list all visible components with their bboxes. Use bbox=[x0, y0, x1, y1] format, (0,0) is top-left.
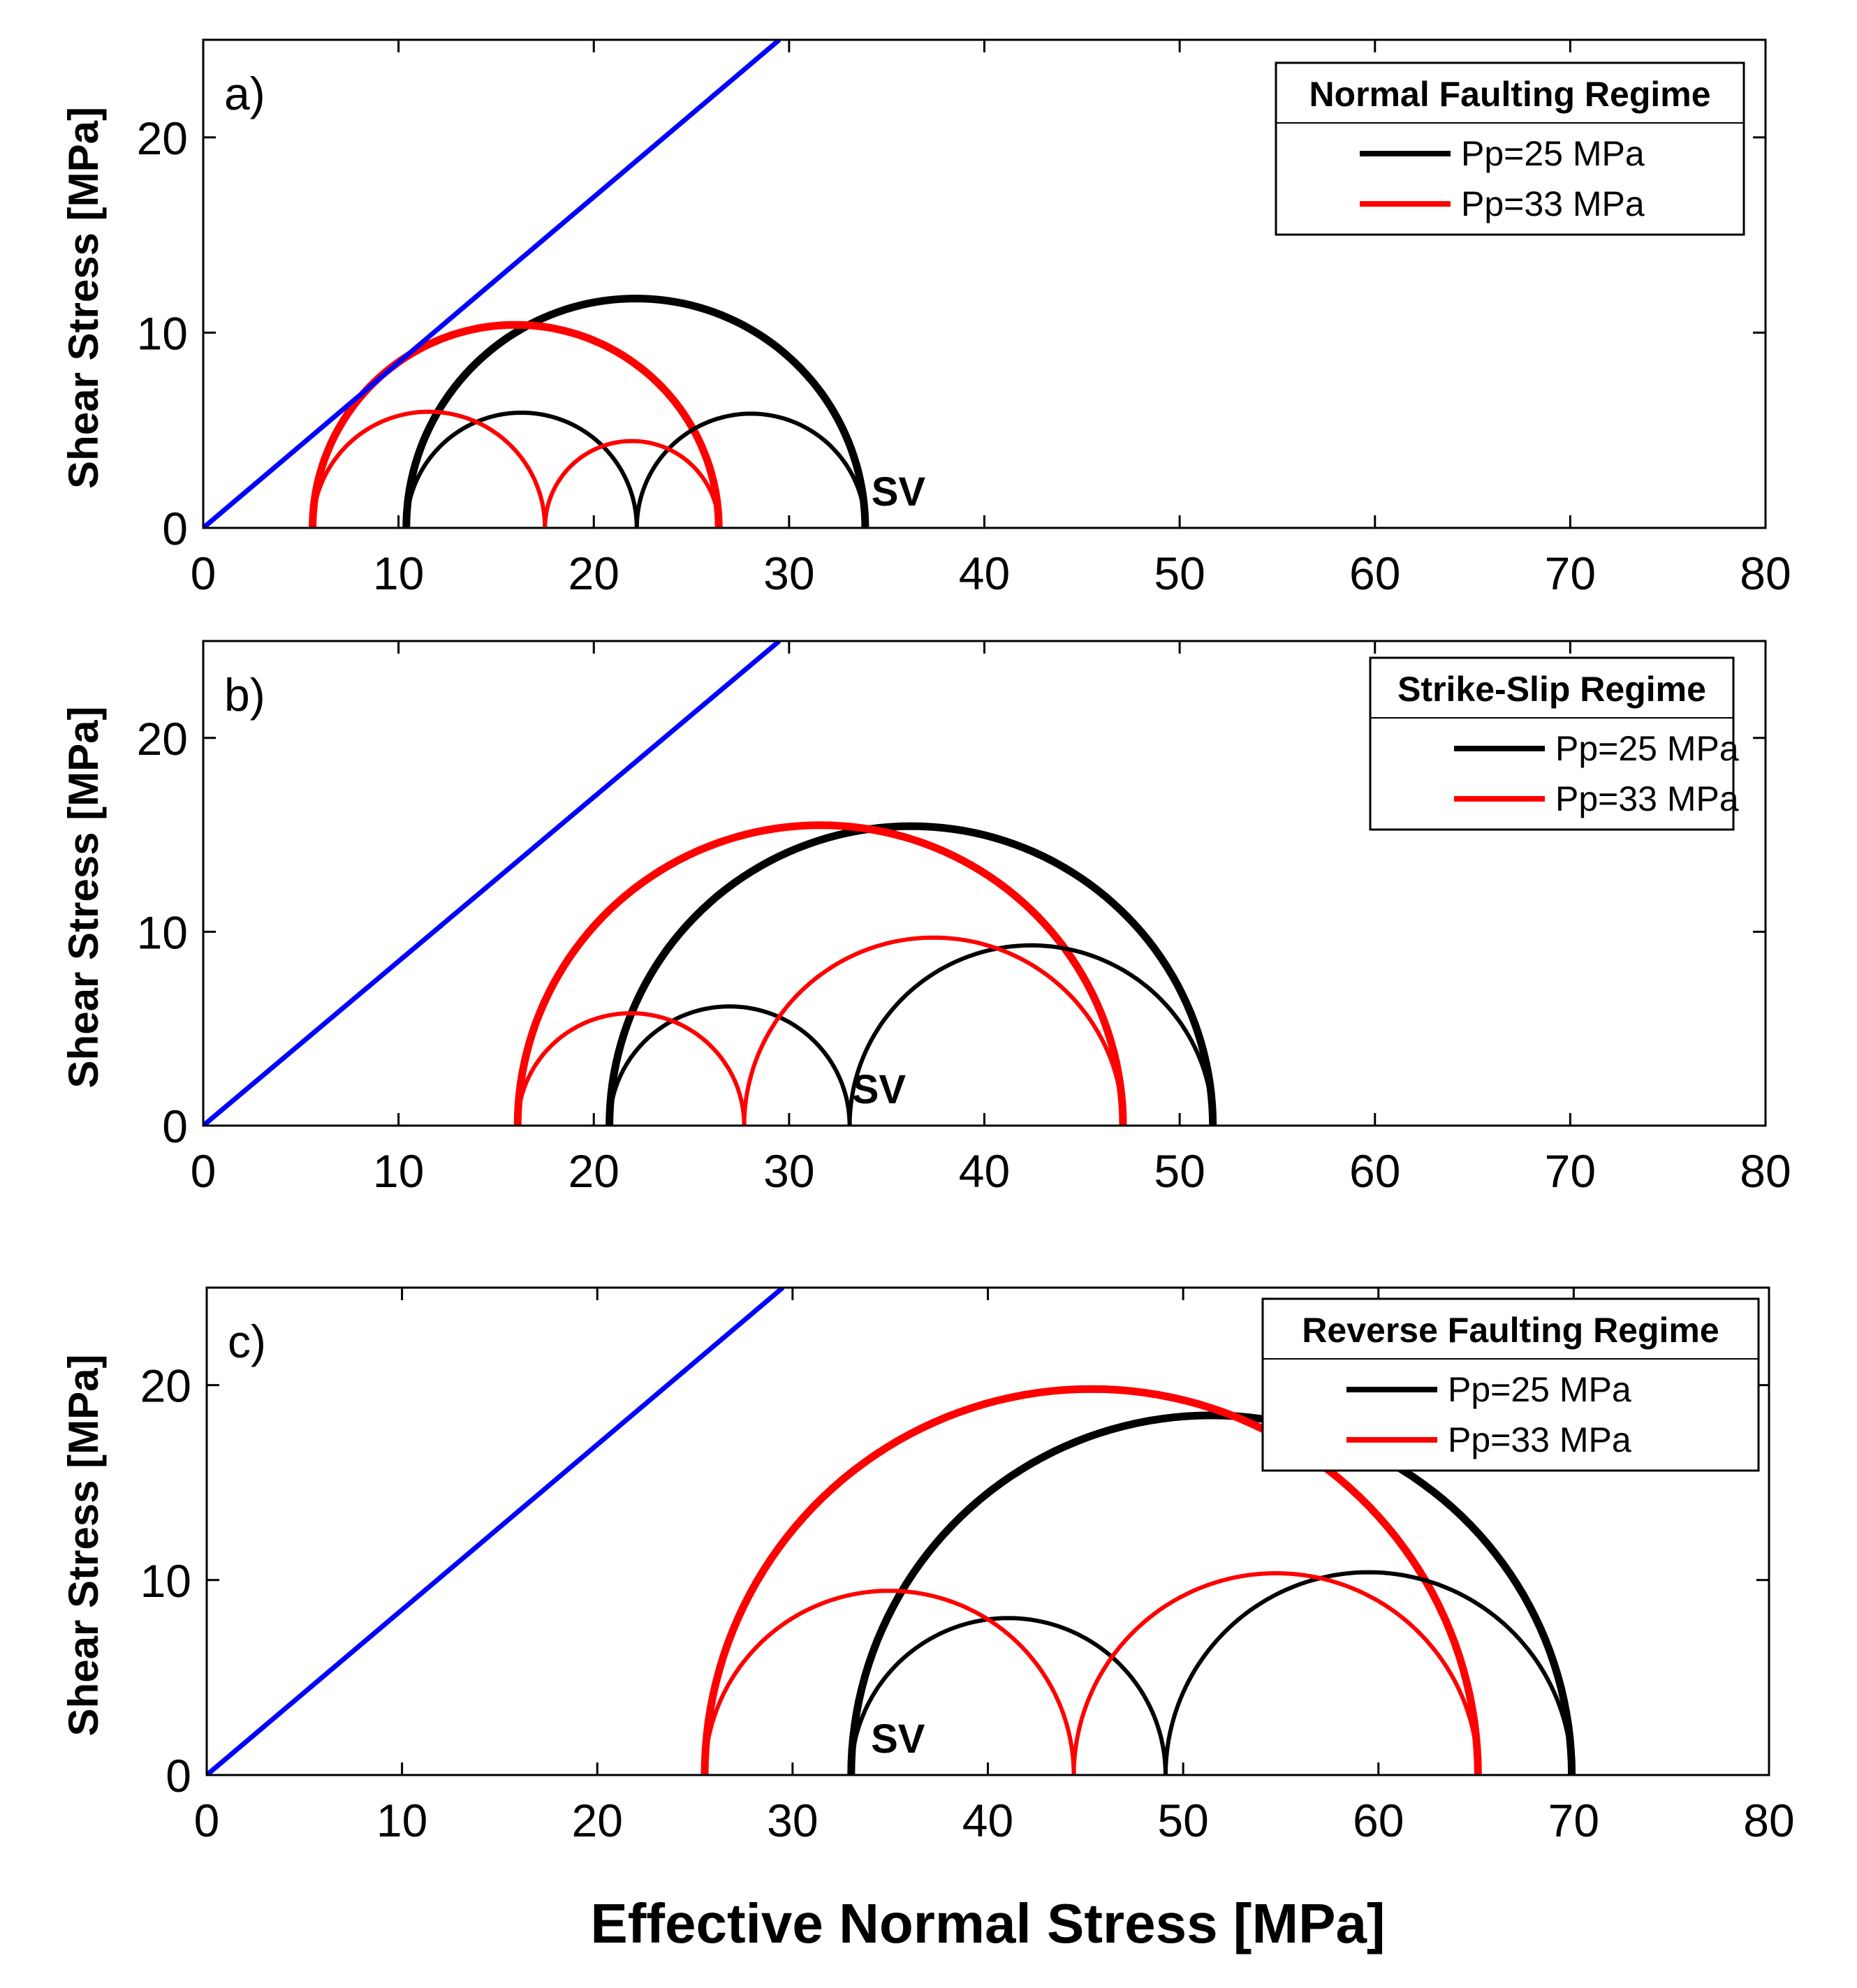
x-tick-label: 20 bbox=[572, 1795, 623, 1846]
mohr-circle-sub-pp33 bbox=[515, 1010, 747, 1126]
mohr-circle-main-pp33 bbox=[513, 821, 1127, 1126]
mohr-circle-sub-pp25 bbox=[847, 943, 1215, 1126]
y-tick-label: 20 bbox=[137, 112, 188, 164]
x-tick-label: 80 bbox=[1743, 1795, 1794, 1846]
mohr-circle-sub-pp33 bbox=[703, 1589, 1076, 1775]
sv-annotation: SV bbox=[872, 469, 926, 515]
x-tick-label: 60 bbox=[1349, 547, 1400, 599]
legend-label-pp25: Pp=25 MPa bbox=[1448, 1370, 1631, 1409]
legend: Reverse Faulting Regime Pp=25 MPa Pp=33 … bbox=[1261, 1297, 1760, 1472]
axes-frame bbox=[205, 1286, 1770, 1776]
sv-annotation: SV bbox=[871, 1716, 925, 1762]
mohr-circle-sub-pp33 bbox=[1071, 1570, 1481, 1775]
panel-a: 0 10 20 30 40 50 60 70 80 0 10 20 a) SV Shear Stres… bbox=[60, 38, 1791, 599]
panel-b: 0 10 20 30 40 50 60 70 80 0 10 20 b) SV Shear Stres… bbox=[60, 640, 1791, 1197]
y-tick-label: 10 bbox=[137, 307, 188, 359]
x-tick-label: 70 bbox=[1545, 547, 1596, 599]
legend: Normal Faulting Regime Pp=25 MPa Pp=33 M… bbox=[1275, 61, 1745, 236]
legend-title: Strike-Slip Regime bbox=[1397, 670, 1706, 709]
legend-label-pp25: Pp=25 MPa bbox=[1461, 134, 1645, 173]
failure-envelope-line bbox=[207, 1288, 785, 1775]
legend-label-pp25: Pp=25 MPa bbox=[1555, 729, 1739, 768]
x-tick-label: 80 bbox=[1740, 547, 1791, 599]
y-tick-label: 20 bbox=[137, 713, 188, 765]
x-tick-label: 70 bbox=[1548, 1795, 1599, 1846]
panel-label: b) bbox=[224, 669, 265, 721]
x-tick-label: 70 bbox=[1545, 1145, 1596, 1197]
panel-label: a) bbox=[224, 68, 265, 119]
x-tick-label: 0 bbox=[191, 1145, 216, 1197]
mohr-circle-sub-pp25 bbox=[1164, 1570, 1574, 1775]
legend-title: Normal Faulting Regime bbox=[1309, 75, 1710, 114]
x-tick-label: 40 bbox=[959, 1145, 1010, 1197]
sv-annotation: SV bbox=[852, 1067, 907, 1112]
x-tick-label: 60 bbox=[1349, 1145, 1400, 1197]
x-tick-label: 40 bbox=[962, 1795, 1013, 1846]
axes-frame bbox=[202, 640, 1767, 1127]
panel-label: c) bbox=[228, 1316, 266, 1367]
x-tick-label: 60 bbox=[1353, 1795, 1404, 1846]
x-tick-label: 20 bbox=[568, 547, 619, 599]
legend-title: Reverse Faulting Regime bbox=[1302, 1311, 1719, 1350]
x-tick-label: 30 bbox=[767, 1795, 818, 1846]
mohr-circle-main-pp25 bbox=[605, 822, 1217, 1126]
mohr-circle-sub-pp25 bbox=[849, 1616, 1168, 1775]
y-axis-label: Shear Stress [MPa] bbox=[60, 1355, 107, 1737]
x-tick-label: 40 bbox=[959, 547, 1010, 599]
x-tick-label: 10 bbox=[373, 1145, 424, 1197]
legend-box bbox=[1275, 61, 1745, 236]
legend-box bbox=[1261, 1297, 1760, 1472]
legend: Strike-Slip Regime Pp=25 MPa Pp=33 MPa bbox=[1369, 656, 1739, 831]
x-tick-label: 50 bbox=[1154, 547, 1205, 599]
panel-c: 0 10 20 30 40 50 60 70 80 0 10 20 c) SV Shear Stres… bbox=[60, 1286, 1795, 1954]
x-tick-label: 80 bbox=[1740, 1145, 1791, 1197]
failure-envelope-line bbox=[203, 40, 781, 528]
x-tick-label: 30 bbox=[763, 547, 814, 599]
y-tick-label: 0 bbox=[166, 1750, 191, 1802]
y-tick-label: 0 bbox=[162, 1100, 188, 1152]
y-tick-label: 0 bbox=[162, 503, 188, 554]
y-axis-label: Shear Stress [MPa] bbox=[60, 107, 107, 489]
mohr-circle-sub-pp25 bbox=[634, 411, 867, 528]
mohr-circle-sub-pp33 bbox=[543, 439, 721, 528]
y-tick-label: 10 bbox=[137, 906, 188, 958]
axes-frame bbox=[202, 38, 1767, 529]
x-tick-label: 0 bbox=[194, 1795, 220, 1846]
mohr-circle-sub-pp33 bbox=[310, 409, 548, 528]
y-tick-label: 20 bbox=[140, 1360, 191, 1412]
mohr-circle-sub-pp25 bbox=[404, 410, 639, 528]
legend-label-pp33: Pp=33 MPa bbox=[1461, 184, 1645, 223]
x-axis-label: Effective Normal Stress [MPa] bbox=[590, 1892, 1385, 1954]
failure-envelope-line bbox=[203, 641, 781, 1126]
legend-box bbox=[1369, 656, 1735, 831]
mohr-circle-main-pp25 bbox=[847, 1411, 1576, 1775]
mohr-circle-sub-pp33 bbox=[742, 935, 1125, 1126]
x-tick-label: 50 bbox=[1157, 1795, 1208, 1846]
x-tick-label: 10 bbox=[373, 547, 424, 599]
x-tick-label: 20 bbox=[568, 1145, 619, 1197]
y-tick-label: 10 bbox=[140, 1555, 191, 1607]
x-tick-label: 0 bbox=[191, 547, 216, 599]
x-tick-label: 10 bbox=[376, 1795, 427, 1846]
legend-label-pp33: Pp=33 MPa bbox=[1555, 779, 1739, 818]
y-axis-label: Shear Stress [MPa] bbox=[60, 707, 107, 1089]
mohr-circle-main-pp33 bbox=[309, 321, 723, 528]
legend-label-pp33: Pp=33 MPa bbox=[1448, 1420, 1631, 1459]
x-tick-label: 50 bbox=[1154, 1145, 1205, 1197]
mohr-circle-sub-pp25 bbox=[607, 1004, 852, 1126]
x-tick-label: 30 bbox=[763, 1145, 814, 1197]
